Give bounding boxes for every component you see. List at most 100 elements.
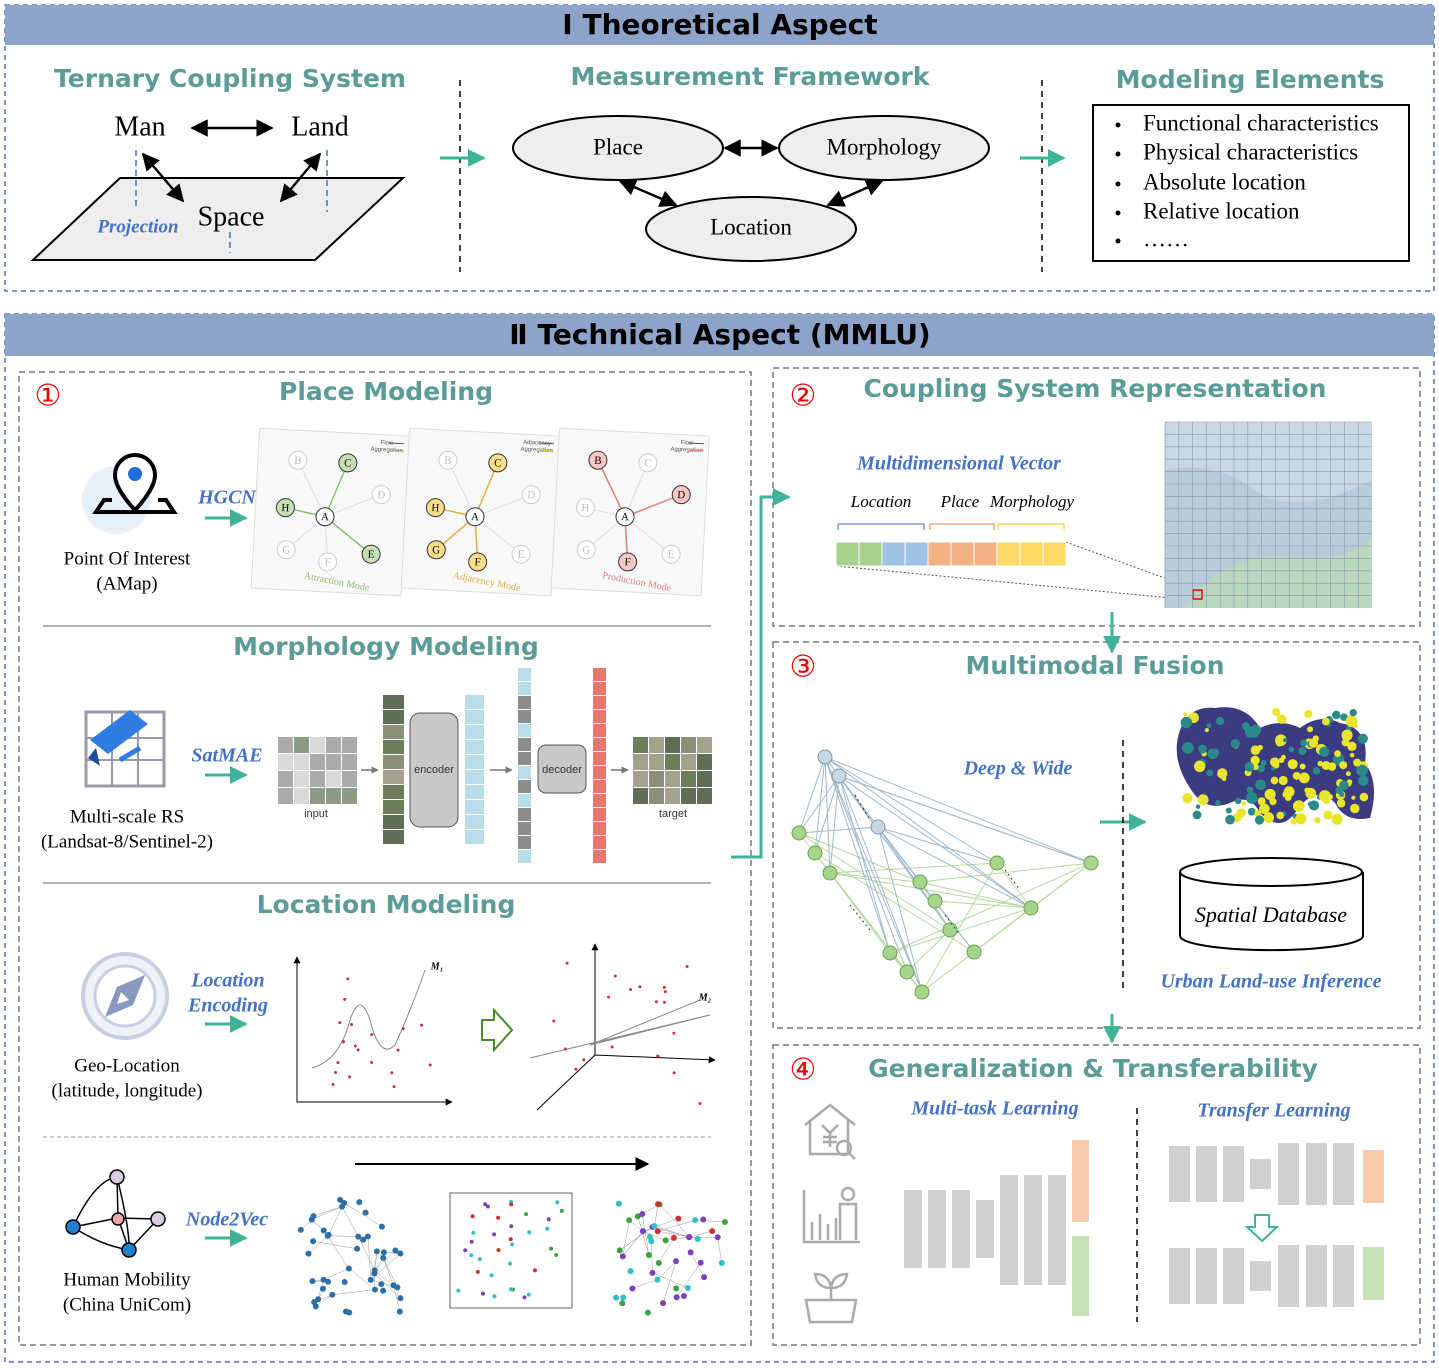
token xyxy=(593,668,606,681)
label: Measurement Framework xyxy=(570,62,930,91)
bullet xyxy=(1115,151,1121,157)
node xyxy=(817,749,833,765)
point xyxy=(470,1214,475,1219)
node xyxy=(709,1228,716,1235)
input-patch xyxy=(278,771,293,787)
node xyxy=(341,1278,348,1285)
map-texture xyxy=(1295,813,1307,825)
node xyxy=(634,1213,641,1220)
node xyxy=(626,1217,633,1224)
list-item: Functional characteristics xyxy=(1143,110,1379,135)
map-texture xyxy=(1240,809,1247,816)
vector-cell xyxy=(1019,541,1044,567)
node xyxy=(364,1233,371,1240)
input-patch xyxy=(342,771,357,787)
point xyxy=(401,1027,405,1031)
label: Multimodal Fusion xyxy=(965,651,1224,680)
legend-line xyxy=(538,442,554,445)
edge xyxy=(311,1219,329,1236)
edge xyxy=(382,1257,394,1286)
map-texture xyxy=(1270,757,1280,767)
point xyxy=(549,1246,554,1251)
target-patch xyxy=(633,737,648,753)
node xyxy=(686,1234,693,1241)
node xyxy=(618,552,638,572)
edge xyxy=(374,1270,394,1286)
node xyxy=(687,1249,694,1256)
edge xyxy=(311,1206,343,1220)
map-texture xyxy=(1304,787,1311,794)
node xyxy=(575,498,595,518)
node-label: G xyxy=(282,544,291,556)
node xyxy=(310,1213,317,1220)
edge xyxy=(838,775,891,954)
poi-icon xyxy=(82,452,178,534)
vector-cell xyxy=(973,541,998,567)
node xyxy=(655,1259,662,1266)
node-label: D xyxy=(377,489,386,501)
point xyxy=(629,988,633,992)
map-texture xyxy=(1292,771,1301,780)
point xyxy=(477,1257,482,1262)
node xyxy=(297,1226,304,1233)
section-header xyxy=(5,314,1434,356)
edge xyxy=(877,826,998,864)
point xyxy=(672,1071,676,1075)
map-texture xyxy=(1250,745,1261,756)
node-label: C xyxy=(644,457,652,469)
node xyxy=(697,1259,704,1266)
point xyxy=(370,1033,374,1037)
target-patch xyxy=(665,788,680,804)
node xyxy=(339,1203,346,1210)
edge xyxy=(374,1273,401,1299)
point xyxy=(509,1202,514,1207)
target-patch xyxy=(665,754,680,770)
map-texture xyxy=(1225,814,1235,825)
map-texture xyxy=(1195,804,1201,809)
node xyxy=(425,498,445,518)
point xyxy=(563,1047,567,1051)
label: Ⅰ Theoretical Aspect xyxy=(562,8,877,41)
input-patch xyxy=(278,754,293,770)
edge xyxy=(921,862,998,993)
input-patch xyxy=(278,788,293,804)
input-patch xyxy=(326,754,341,770)
map-texture xyxy=(1308,800,1320,811)
token xyxy=(593,738,606,751)
label: Urban Land-use Inference xyxy=(1160,971,1381,993)
node xyxy=(380,1249,387,1256)
point xyxy=(508,1237,513,1242)
label: Place Modeling xyxy=(279,377,493,406)
map-texture xyxy=(1351,795,1356,800)
edge xyxy=(297,460,326,517)
legend: Flow xyxy=(680,440,694,447)
map-texture xyxy=(1264,788,1276,801)
legend-line xyxy=(388,449,404,452)
node xyxy=(320,1276,327,1283)
node xyxy=(438,450,458,470)
point xyxy=(524,1212,529,1217)
node xyxy=(346,1309,353,1316)
token xyxy=(465,755,484,769)
token xyxy=(465,725,484,739)
map-texture xyxy=(1254,815,1265,825)
edge xyxy=(996,862,1032,909)
map-texture xyxy=(1336,798,1346,808)
point xyxy=(522,1295,527,1300)
node xyxy=(714,1234,721,1241)
map-texture xyxy=(1246,786,1254,794)
node xyxy=(661,544,681,564)
map-texture xyxy=(1197,794,1209,806)
node xyxy=(288,450,308,470)
map-texture xyxy=(1332,710,1341,720)
node-label: D xyxy=(677,489,686,501)
legend: Aggregation xyxy=(520,447,553,455)
layer xyxy=(1223,1146,1244,1202)
point xyxy=(554,1252,559,1257)
target-patch xyxy=(633,771,648,787)
edge xyxy=(889,907,1032,954)
edge xyxy=(358,1236,375,1271)
label: Ternary Coupling System xyxy=(54,64,406,93)
token xyxy=(593,794,606,807)
